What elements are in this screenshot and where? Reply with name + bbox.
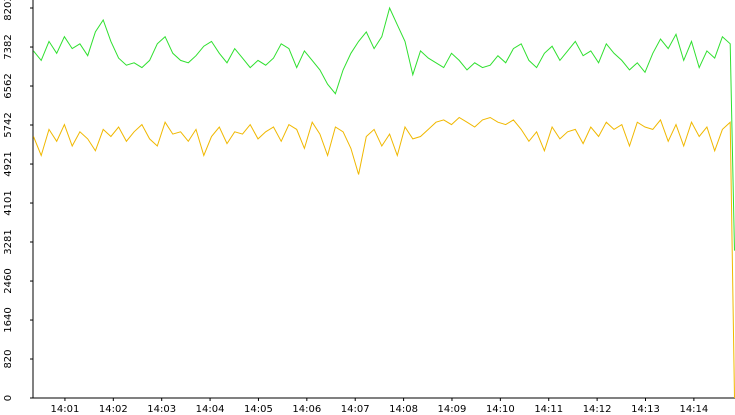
x-tick-label: 14:09 — [438, 404, 467, 415]
y-tick-label: 6562 — [3, 73, 14, 98]
x-tick-label: 14:10 — [486, 404, 515, 415]
y-tick-label: 4921 — [3, 151, 14, 176]
x-tick-label: 14:08 — [389, 404, 418, 415]
x-tick-label: 14:13 — [631, 404, 660, 415]
y-tick-label: 8203 — [3, 0, 14, 21]
x-tick-label: 14:02 — [99, 404, 128, 415]
x-tick-label: 14:14 — [679, 404, 708, 415]
y-tick-label: 4101 — [3, 190, 14, 215]
line-series — [33, 6, 735, 251]
x-tick-label: 14:12 — [583, 404, 612, 415]
x-tick-label: 14:01 — [51, 404, 80, 415]
y-tick-label: 7382 — [3, 34, 14, 59]
x-tick-label: 14:05 — [244, 404, 273, 415]
line-series — [33, 116, 735, 399]
y-tick-label: 820 — [3, 349, 14, 368]
x-tick-label: 14:11 — [534, 404, 563, 415]
y-tick-label: 3281 — [3, 229, 14, 254]
x-tick-label: 14:03 — [147, 404, 176, 415]
x-tick-label: 14:06 — [292, 404, 321, 415]
x-tick-label: 14:07 — [341, 404, 370, 415]
y-tick-label: 1640 — [3, 307, 14, 332]
x-tick-label: 14:04 — [196, 404, 225, 415]
y-tick-label: 0 — [3, 395, 14, 401]
y-tick-label: 5742 — [3, 112, 14, 137]
y-tick-label: 2460 — [3, 268, 14, 293]
